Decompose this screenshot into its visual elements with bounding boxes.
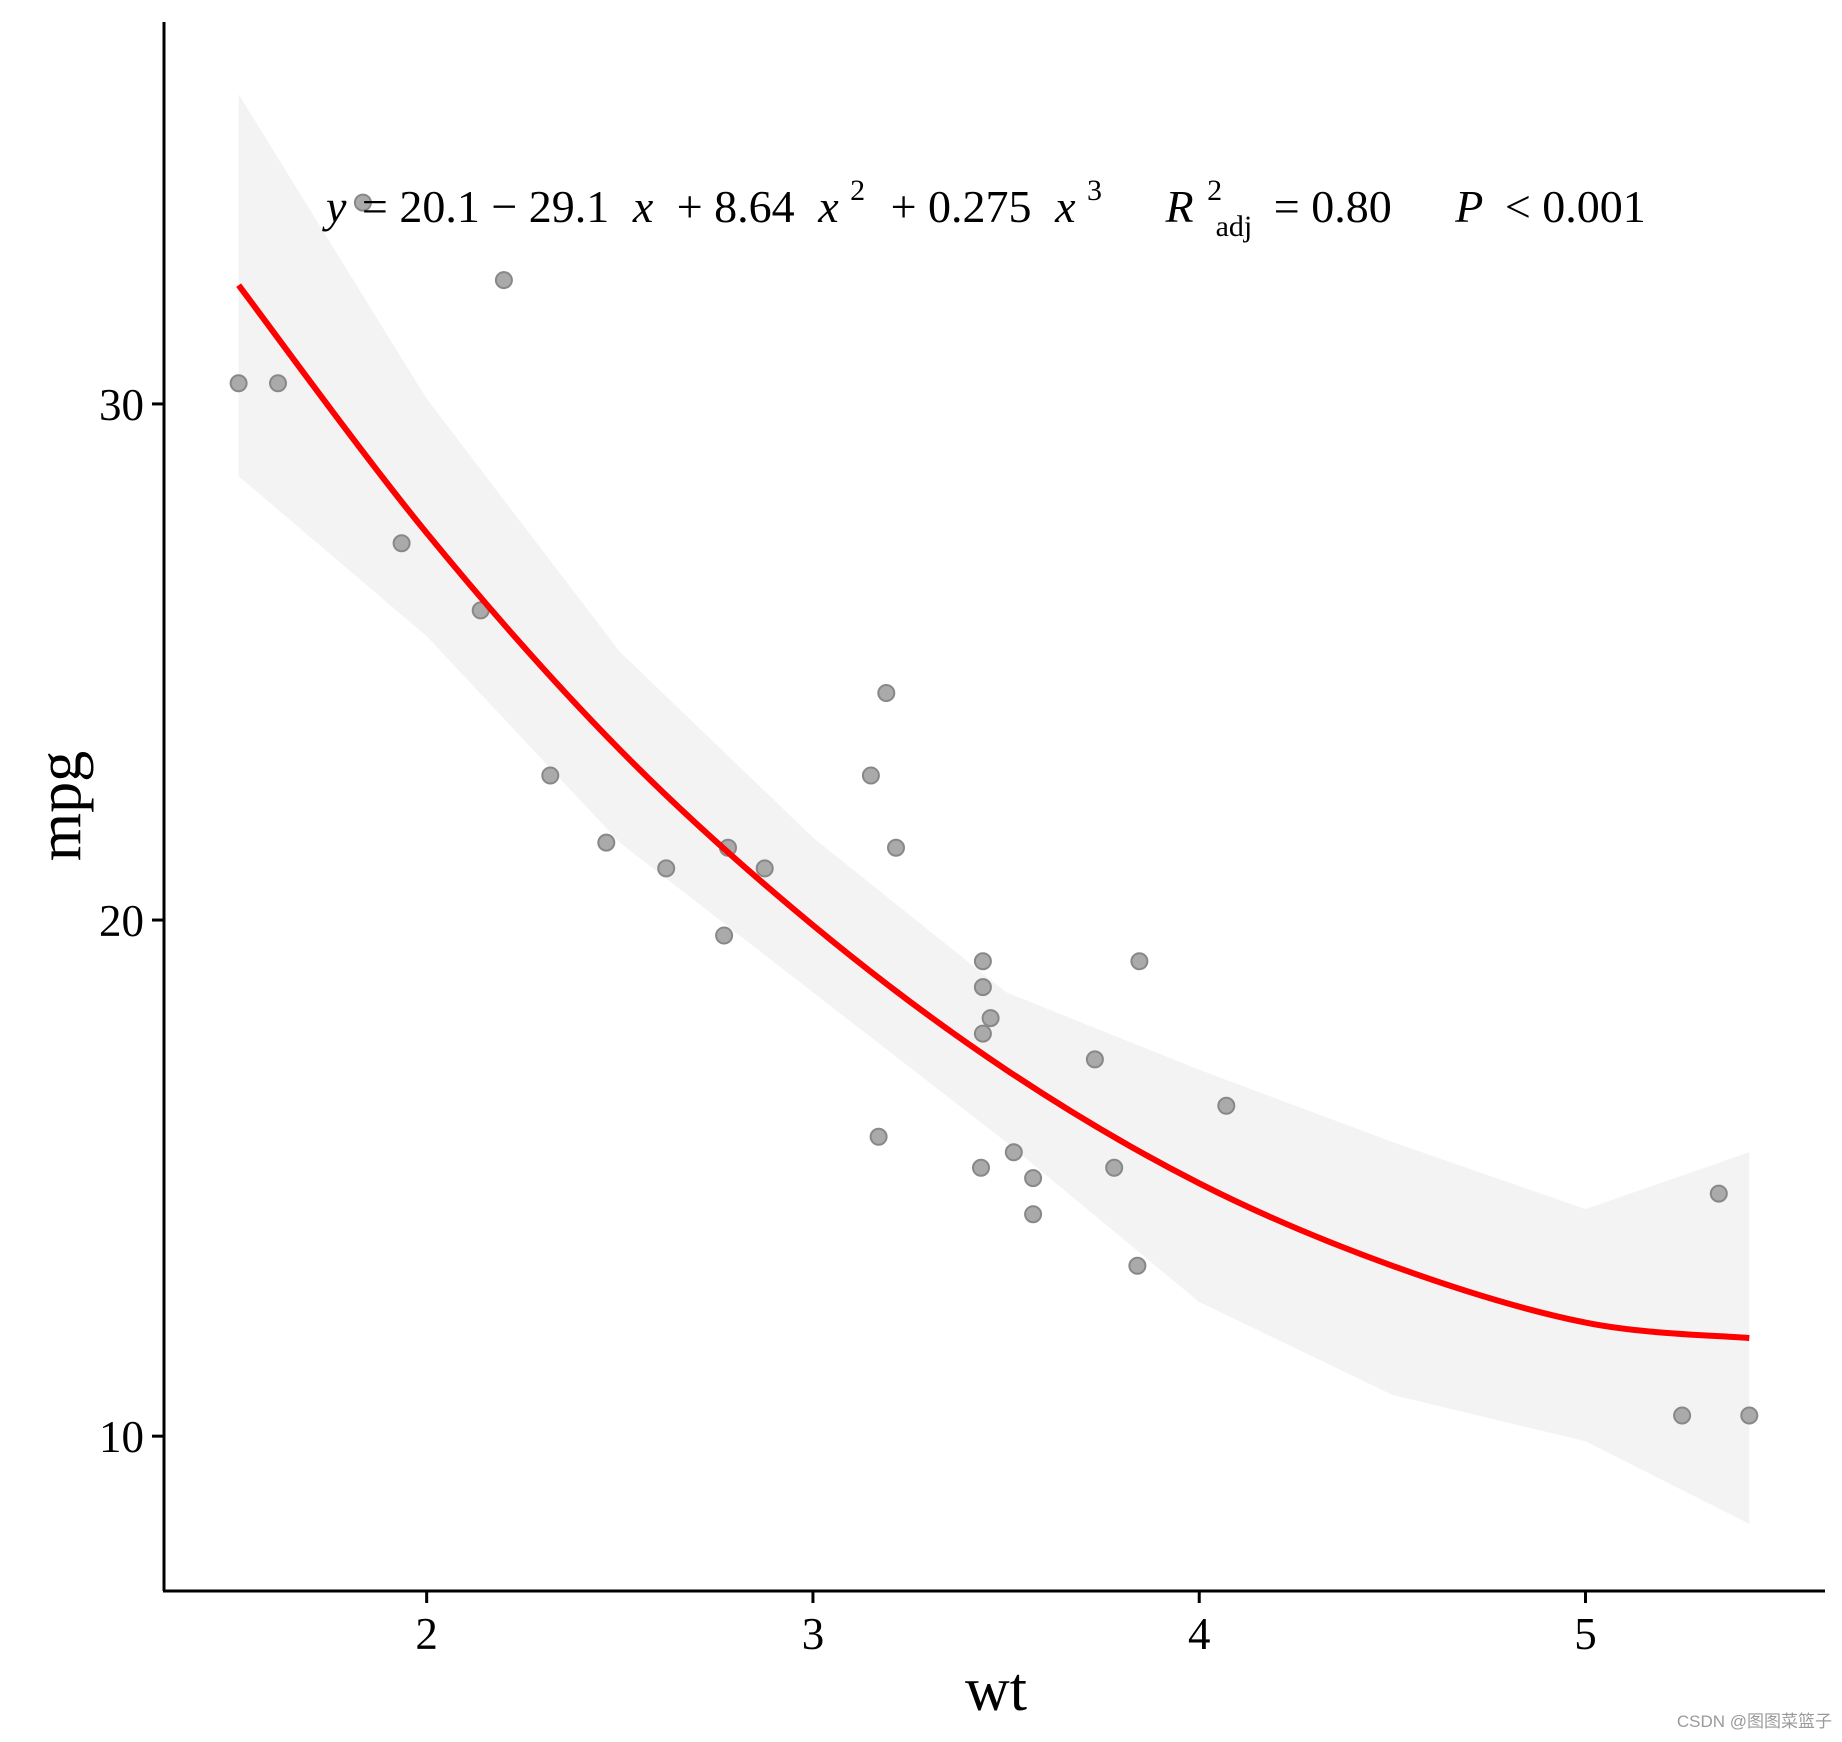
- data-point: [981, 1009, 1000, 1028]
- data-point: [1024, 1169, 1043, 1188]
- y-tick-label: 20: [99, 896, 144, 946]
- eq-p-value: < 0.001: [1505, 181, 1646, 232]
- data-point: [973, 952, 992, 971]
- data-point: [869, 1127, 888, 1146]
- data-point: [1130, 952, 1149, 971]
- y-axis-title: mpg: [26, 751, 94, 861]
- watermark: CSDN @图图菜篮子: [1676, 1712, 1832, 1731]
- data-point: [229, 374, 248, 393]
- x-tick-label: 2: [415, 1609, 438, 1659]
- data-point: [1709, 1184, 1728, 1203]
- eq-r-value: = 0.80: [1274, 181, 1392, 232]
- fit-curve: [236, 283, 1750, 1342]
- eq-sup3: 3: [1087, 174, 1102, 207]
- data-point: [657, 859, 676, 878]
- data-point: [973, 1024, 992, 1043]
- x-ticks-layer: 2 3 4 5: [415, 1591, 1597, 1659]
- data-point: [541, 766, 560, 785]
- data-point: [972, 1158, 990, 1177]
- regression-equation: y = 20.1 − 29.1 x + 8.64 x 2 + 0.275 x 3…: [322, 159, 1646, 246]
- data-point: [1673, 1406, 1692, 1425]
- x-tick-label: 5: [1574, 1609, 1597, 1659]
- fit-curve-layer: [236, 283, 1750, 1342]
- data-point: [392, 534, 411, 553]
- y-tick-label: 30: [99, 380, 144, 430]
- data-point: [597, 833, 616, 852]
- y-ticks-layer: 10 20 30: [99, 380, 164, 1462]
- data-point: [353, 193, 372, 212]
- eq-r: R: [1164, 181, 1193, 232]
- x-tick-label: 4: [1188, 1609, 1211, 1659]
- data-point: [494, 271, 513, 290]
- data-point: [1004, 1143, 1023, 1162]
- eq-cubic-coef: + 0.275: [891, 181, 1032, 232]
- data-point: [1217, 1096, 1236, 1115]
- data-point: [755, 859, 774, 878]
- eq-sup2: 2: [850, 174, 865, 207]
- data-point: [877, 684, 896, 702]
- x-tick-label: 3: [802, 1609, 825, 1659]
- data-point: [1128, 1256, 1147, 1275]
- eq-p: P: [1454, 181, 1483, 232]
- data-point: [1105, 1158, 1124, 1177]
- data-point: [1024, 1205, 1043, 1224]
- eq-x2: x: [817, 181, 839, 232]
- data-point: [269, 374, 287, 393]
- eq-quadratic-coef: + 8.64: [677, 181, 795, 232]
- points-layer: [229, 193, 1759, 1425]
- y-tick-label: 10: [99, 1412, 144, 1462]
- data-point: [887, 838, 905, 857]
- confidence-band-layer: [238, 94, 1750, 1524]
- data-point: [861, 766, 880, 785]
- eq-r-sup: 2: [1207, 174, 1222, 207]
- eq-intercept-slope: = 20.1 − 29.1: [362, 181, 609, 232]
- data-point: [715, 926, 734, 945]
- data-point: [1085, 1050, 1104, 1069]
- confidence-band: [238, 94, 1750, 1524]
- eq-y: y: [322, 181, 347, 232]
- data-point: [1740, 1406, 1759, 1425]
- x-axis-title: wt: [965, 1656, 1027, 1724]
- eq-x1: x: [632, 181, 654, 232]
- eq-x3: x: [1054, 181, 1076, 232]
- data-point: [973, 978, 992, 997]
- eq-r-sub: adj: [1216, 210, 1253, 243]
